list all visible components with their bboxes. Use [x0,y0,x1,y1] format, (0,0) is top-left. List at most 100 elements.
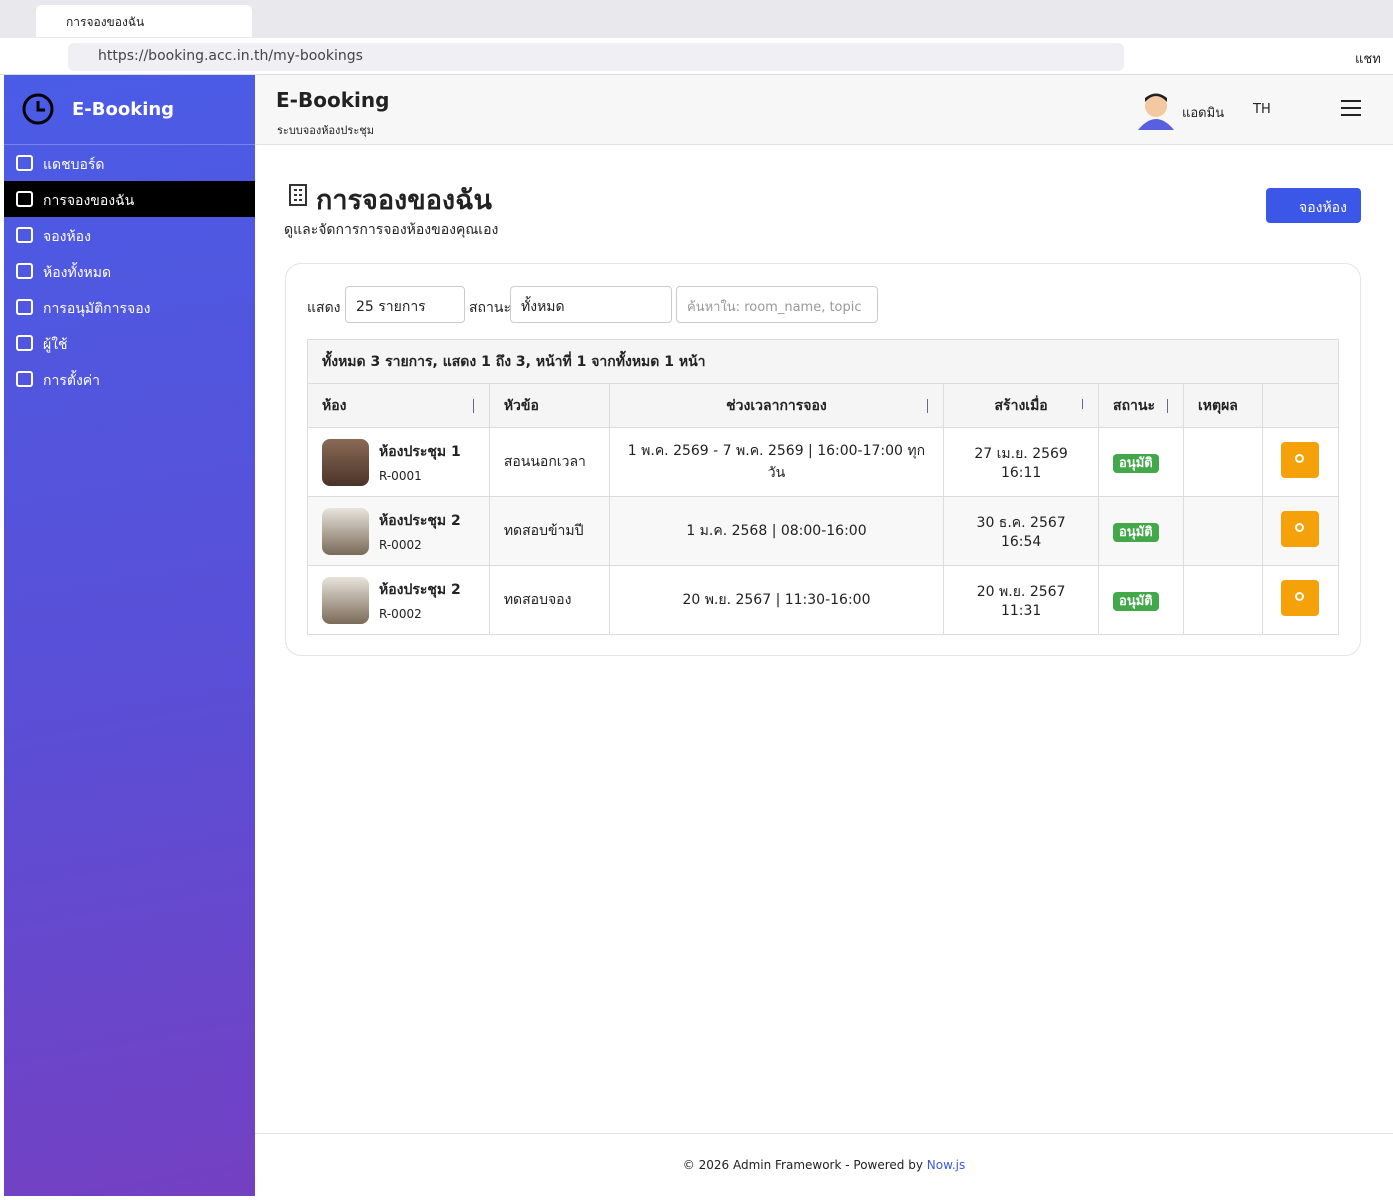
room-info: ห้องประชุม 1 R-0001 [379,441,461,483]
column-header[interactable]: สร้างเมื่อ [943,383,1100,428]
menu-icon [16,299,33,315]
placeholder: ค้นหาใน: room_name, topic [687,300,862,315]
column-header[interactable]: สถานะ [1098,383,1184,428]
room-name: ห้องประชุม 1 [379,444,461,460]
column-header [1261,383,1340,428]
status-cell: อนุมัติ [1098,427,1184,497]
table-row: ห้องประชุม 1 R-0001 สอนนอกเวลา 1 พ.ค. 2569 … [307,427,1340,497]
column-header: เหตุผล [1183,383,1263,428]
sort-icon [1082,399,1090,409]
footer: © 2026 Admin Framework - Powered by Now.… [255,1158,1393,1172]
select-value: ทั้งหมด [521,299,565,315]
menu-label: ห้องทั้งหมด [43,265,112,281]
column-label: หัวข้อ [503,397,539,414]
sort-icon [472,399,481,413]
column-label: สถานะ [1113,397,1156,414]
status-badge: อนุมัติ [1113,591,1159,611]
column-label: เหตุผล [1198,397,1238,414]
footer-link[interactable]: Now.js [926,1158,966,1172]
room-info: ห้องประชุม 2 R-0002 [379,579,461,621]
status-select[interactable]: ทั้งหมด [510,286,672,323]
sort-icon [1167,399,1175,413]
brand-logo [22,93,54,125]
menu-label: แดชบอร์ด [43,157,105,173]
url-field[interactable]: https://booking.acc.in.th/my-bookings [68,43,1124,71]
page-title: การจองของฉัน [316,185,492,216]
card: แสดง 25 รายการ สถานะ ทั้งหมด ค้นหาใน: ro… [285,263,1361,656]
room-code: R-0002 [379,607,422,621]
header-title: E-Booking [276,88,390,112]
button-label: จองห้อง [1299,200,1347,216]
menu-item[interactable]: แดชบอร์ด [4,145,255,181]
menu-item[interactable]: การจองของฉัน [4,181,255,217]
column-label: สร้างเมื่อ [994,397,1048,414]
menu-item[interactable]: การอนุมัติการจอง [4,289,255,325]
menu-item[interactable]: จองห้อง [4,217,255,253]
created: 27 เม.ย. 2569 16:11 [943,427,1100,497]
period: 20 พ.ย. 2567 | 11:30-16:00 [608,565,945,635]
created: 30 ธ.ค. 2567 16:54 [943,496,1100,566]
topic: ทดสอบจอง [488,565,610,635]
action-cell [1261,565,1340,635]
menu-icon [16,191,33,207]
menu-icon [16,227,33,243]
room-code: R-0001 [379,469,422,483]
footer-text: © 2026 Admin Framework - Powered by [682,1158,923,1172]
page-subtitle: ดูและจัดการการจองห้องของคุณเอง [284,222,499,238]
room-thumbnail [322,438,369,486]
column-header[interactable]: ห้อง [307,383,490,428]
room-cell: ห้องประชุม 2 R-0002 [307,565,490,635]
status-cell: อนุมัติ [1098,496,1184,566]
menu-icon [16,335,33,351]
tab-title: การจองของฉัน [66,15,145,29]
column-header[interactable]: ช่วงเวลาการจอง [608,383,945,428]
period: 1 พ.ค. 2569 - 7 พ.ค. 2569 | 16:00-17:00 … [608,427,945,497]
room-cell: ห้องประชุม 2 R-0002 [307,496,490,566]
column-label: ห้อง [322,397,347,414]
menu-item[interactable]: ห้องทั้งหมด [4,253,255,289]
room-info: ห้องประชุม 2 R-0002 [379,510,461,552]
show-label: แสดง [307,300,341,316]
tab-bar: การจองของฉัน [0,0,1393,38]
url: https://booking.acc.in.th/my-bookings [98,48,363,64]
menu-label: ผู้ใช้ [43,337,68,353]
column-header: หัวข้อ [488,383,610,428]
topic: ทดสอบข้ามปี [488,496,610,566]
menu-label: จองห้อง [43,229,91,245]
page-icon [289,184,307,206]
chat-button[interactable]: แชท [1355,52,1381,67]
room-thumbnail [322,507,369,555]
select-value: 25 รายการ [356,299,426,315]
tab[interactable]: การจองของฉัน [36,5,252,37]
action-cell [1261,427,1340,497]
book-room-button[interactable]: จองห้อง [1266,188,1361,223]
sort-icon [927,399,935,413]
view-button[interactable] [1281,580,1320,616]
status-cell: อนุมัติ [1098,565,1184,635]
language-menu[interactable]: TH [1253,102,1271,117]
menu-toggle[interactable] [1339,98,1363,118]
room-cell: ห้องประชุม 1 R-0001 [307,427,490,497]
menu-icon [16,155,33,171]
search-icon [1295,454,1305,463]
status-badge: อนุมัติ [1113,453,1159,473]
view-button[interactable] [1281,442,1320,478]
reason [1183,496,1263,566]
search-input[interactable]: ค้นหาใน: room_name, topic [676,286,878,323]
avatar[interactable] [1137,90,1175,130]
table-row: ห้องประชุม 2 R-0002 ทดสอบจอง 20 พ.ย. 2567 |… [307,565,1340,635]
menu-label: การอนุมัติการจอง [43,301,151,317]
user-menu[interactable]: แอดมิน [1182,106,1225,121]
header-subtitle: ระบบจองห้องประชุม [277,124,374,137]
page-size-select[interactable]: 25 รายการ [345,286,465,323]
topic: สอนนอกเวลา [488,427,610,497]
view-button[interactable] [1281,511,1320,547]
table-summary: ทั้งหมด 3 รายการ, แสดง 1 ถึง 3, หน้าที่ … [307,339,1339,384]
menu-icon [16,263,33,279]
brand[interactable]: E-Booking [72,99,175,120]
room-name: ห้องประชุม 2 [379,582,461,598]
menu-item[interactable]: ผู้ใช้ [4,325,255,361]
menu-item[interactable]: การตั้งค่า [4,361,255,397]
